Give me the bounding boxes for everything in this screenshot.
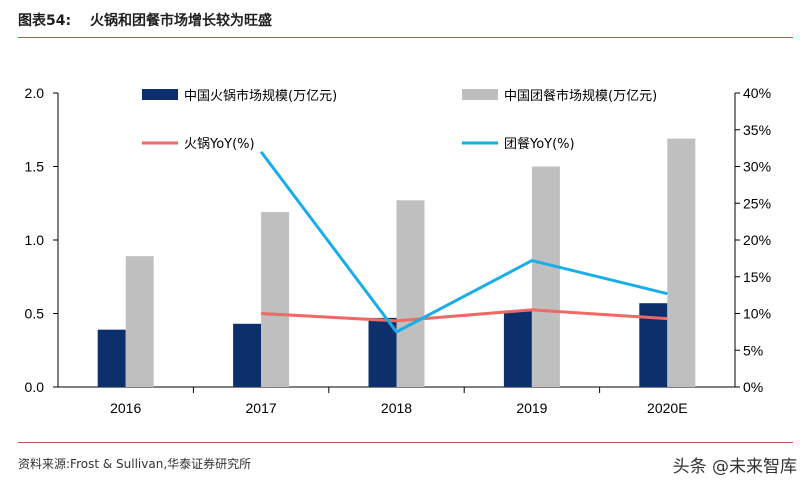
- x-tick-label: 2016: [110, 400, 141, 416]
- y-right-tick-label: 25%: [743, 195, 771, 211]
- hotpot-bar: [97, 329, 126, 387]
- y-left-tick-label: 0.5: [25, 306, 45, 322]
- y-left-tick-label: 0.0: [25, 379, 45, 395]
- group-meal-yoy-line: [259, 150, 668, 334]
- group-meal-bar: [396, 200, 425, 387]
- legend-hotpot-bar-swatch: [142, 89, 178, 100]
- y-right-tick-label: 20%: [743, 232, 771, 248]
- chart: 0.0 0.5 1.0 1.5 2.0 0% 5% 10% 15% 20% 25% 30% 35% 40%…: [25, 85, 772, 416]
- figure-label: 图表54:: [18, 13, 72, 29]
- legend-hotpot-bar-label: 中国火锅市场规模(万亿元): [184, 88, 337, 104]
- y-left-tick-label: 1.5: [25, 159, 45, 175]
- group-meal-bar: [125, 256, 154, 387]
- group-meal-bar: [667, 138, 696, 387]
- legend-group-meal-yoy-label: 团餐YoY(%): [504, 136, 575, 152]
- top-rule: [18, 37, 793, 38]
- y-right-tick-label: 35%: [743, 122, 771, 138]
- legend-group-meal-bar-swatch: [462, 89, 498, 100]
- figure-title: 火锅和团餐市场增长较为旺盛: [89, 13, 272, 29]
- x-tick-label: 2019: [516, 400, 547, 416]
- y-right-tick-label: 10%: [743, 306, 771, 322]
- watermark: 头条 @未来智库: [672, 457, 797, 477]
- group-meal-bar: [531, 166, 560, 387]
- x-tick-label: 2017: [246, 400, 277, 416]
- y-right-tick-label: 40%: [743, 85, 771, 101]
- legend-hotpot-yoy-label: 火锅YoY(%): [184, 136, 255, 152]
- y-right-tick-label: 5%: [743, 342, 763, 358]
- group-meal-bar: [261, 212, 290, 387]
- hotpot-bar: [368, 317, 397, 387]
- y-left-tick-label: 2.0: [25, 85, 45, 101]
- y-right-tick-label: 15%: [743, 269, 771, 285]
- y-right-tick-label: 30%: [743, 159, 771, 175]
- y-right-tick-label: 0%: [743, 379, 763, 395]
- x-tick-label: 2020E: [647, 400, 687, 416]
- hotpot-bar: [233, 323, 262, 387]
- bottom-rule: [18, 442, 793, 443]
- hotpot-yoy-line: [261, 308, 668, 323]
- chart-title-bar: 图表54: 火锅和团餐市场增长较为旺盛: [18, 10, 272, 30]
- y-left-tick-label: 1.0: [25, 232, 45, 248]
- x-tick-label: 2018: [381, 400, 412, 416]
- legend-group-meal-bar-label: 中国团餐市场规模(万亿元): [504, 88, 657, 104]
- source-note: 资料来源:Frost & Sullivan,华泰证券研究所: [18, 457, 252, 471]
- hotpot-bar: [503, 310, 532, 387]
